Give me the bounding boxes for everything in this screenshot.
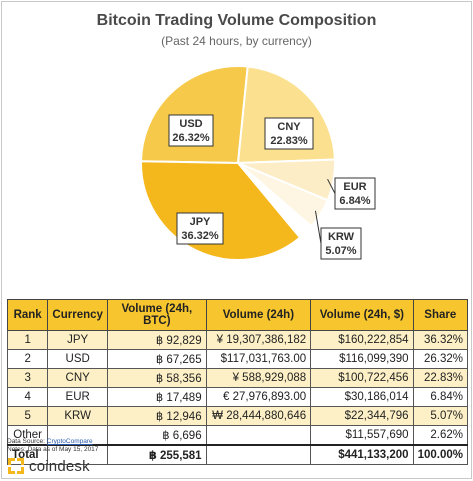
- table-cell: 6.84%: [412, 387, 469, 407]
- slice-value-krw: 5.07%: [325, 245, 356, 257]
- table-row: 4 EUR ฿ 17,489 € 27,976,893.00 $30,186,014 6.…: [6, 387, 469, 407]
- table-cell: 2: [6, 349, 49, 369]
- label-box-eur: [334, 177, 376, 210]
- total-cell: ฿ 255,581: [107, 444, 207, 465]
- table-cell: $11,557,690: [310, 425, 414, 446]
- table-row: Other ฿ 6,696 $11,557,690 2.62%: [6, 425, 469, 446]
- table-cell: EUR: [47, 387, 109, 407]
- total-cell: 100.00%: [412, 444, 469, 465]
- column-header: Volume (24h, $): [310, 299, 414, 331]
- table-cell: ฿ 58,356: [107, 368, 207, 388]
- table-cell: JPY: [47, 330, 109, 350]
- table-cell: ฿ 67,265: [107, 349, 207, 369]
- table-cell: € 27,976,893.00: [205, 387, 312, 407]
- data-source-note: Data Source: CryptoCompare: [7, 438, 98, 446]
- total-cell: $441,133,200: [310, 444, 414, 465]
- slice-value-eur: 6.84%: [339, 195, 370, 207]
- brand-logo: coindesk: [8, 457, 90, 475]
- table-cell: $100,722,456: [310, 368, 414, 388]
- table-row: 1 JPY ฿ 92,829 ¥ 19,307,386,182 $160,222,854…: [6, 330, 469, 350]
- table-row: 3 CNY ฿ 58,356 ¥ 588,929,088 $100,722,456 22.…: [6, 368, 469, 388]
- table-cell: CNY: [47, 368, 109, 388]
- table-cell: [47, 425, 109, 446]
- date-note: Notes: Data as of May 15, 2017: [7, 446, 99, 453]
- total-cell: [205, 444, 312, 465]
- column-header: Share: [412, 299, 469, 331]
- column-header: Currency: [47, 299, 109, 331]
- table-body: 1 JPY ฿ 92,829 ¥ 19,307,386,182 $160,222,854…: [6, 330, 469, 446]
- slice-label-cny: CNY: [277, 121, 301, 133]
- slice-label-jpy: JPY: [190, 216, 211, 228]
- table-cell: 5: [6, 406, 49, 426]
- table-cell: 1: [6, 330, 49, 350]
- leader-line-krw: [314, 210, 322, 244]
- chart-subtitle: (Past 24 hours, by currency): [161, 34, 312, 48]
- table-cell: ¥ 19,307,386,182: [205, 330, 312, 350]
- table-cell: 36.32%: [412, 330, 469, 350]
- coindesk-logo-icon: [8, 458, 24, 474]
- slice-value-cny: 22.83%: [270, 135, 308, 147]
- total-cell: [47, 444, 109, 465]
- table-cell: $116,099,390: [310, 349, 414, 369]
- data-source-link[interactable]: CryptoCompare: [46, 438, 93, 445]
- label-box-jpy: [176, 212, 224, 245]
- table-cell: 2.62%: [412, 425, 469, 446]
- table-row: 5 KRW ฿ 12,946 ₩ 28,444,880,646 $22,344,796 5…: [6, 406, 469, 426]
- label-box-krw: [320, 227, 362, 260]
- table-cell: USD: [47, 349, 109, 369]
- chart-title: Bitcoin Trading Volume Composition: [96, 12, 377, 29]
- table-cell: ฿ 6,696: [107, 425, 207, 446]
- table-cell: $117,031,763.00: [205, 349, 312, 369]
- table-row: 2 USD ฿ 67,265 $117,031,763.00 $116,099,390 2…: [6, 349, 469, 369]
- slice-label-krw: KRW: [328, 231, 355, 243]
- table-header-row: Rank Currency Volume (24h, BTC) Volume (24h…: [6, 299, 469, 331]
- table-cell: ₩ 28,444,880,646: [205, 406, 312, 426]
- table-cell: ฿ 12,946: [107, 406, 207, 426]
- leader-line-eur: [327, 178, 336, 194]
- table-cell: KRW: [47, 406, 109, 426]
- column-header: Volume (24h): [205, 299, 312, 331]
- label-box-usd: [168, 114, 214, 147]
- table-cell: $22,344,796: [310, 406, 414, 426]
- table-cell: 3: [6, 368, 49, 388]
- table-cell: $160,222,854: [310, 330, 414, 350]
- label-box-cny: [264, 117, 314, 150]
- column-header: Volume (24h, BTC): [107, 299, 207, 331]
- table-cell: $30,186,014: [310, 387, 414, 407]
- slice-label-usd: USD: [179, 118, 202, 130]
- table-cell: 22.83%: [412, 368, 469, 388]
- table-cell: ฿ 17,489: [107, 387, 207, 407]
- table-cell: 5.07%: [412, 406, 469, 426]
- table-cell: [205, 425, 312, 446]
- pie-chart: JPY 36.32% USD 26.32% CNY 22.83% EUR 6.84% KRW 5.…: [139, 65, 376, 261]
- table-cell: ¥ 588,929,088: [205, 368, 312, 388]
- data-source-prefix: Data Source:: [7, 438, 47, 445]
- slice-value-jpy: 36.32%: [181, 230, 219, 242]
- brand-name: coindesk: [29, 457, 90, 475]
- column-header: Rank: [6, 299, 49, 331]
- slice-label-eur: EUR: [343, 181, 366, 193]
- slice-value-usd: 26.32%: [172, 132, 210, 144]
- table-cell: 4: [6, 387, 49, 407]
- table-cell: ฿ 92,829: [107, 330, 207, 350]
- table-cell: 26.32%: [412, 349, 469, 369]
- footnotes: Data Source: CryptoCompare Notes: Data a…: [7, 438, 98, 454]
- table-cell: Other: [6, 425, 49, 446]
- volume-table: Rank Currency Volume (24h, BTC) Volume (24h…: [6, 299, 469, 465]
